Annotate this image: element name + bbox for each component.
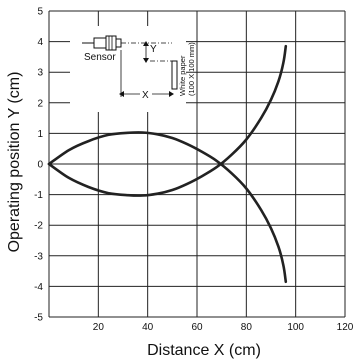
sensor-label: Sensor bbox=[84, 52, 116, 63]
y-axis-title: Operating position Y (cm) bbox=[6, 72, 23, 253]
y-tick-label: -4 bbox=[34, 282, 43, 293]
y-tick-label: -5 bbox=[34, 313, 43, 324]
x-arrow-left-icon bbox=[119, 91, 124, 97]
paper-label-line2: (100 X 100 mm) bbox=[187, 42, 196, 96]
x-tick-label: 120 bbox=[337, 322, 354, 333]
x-tick-label: 40 bbox=[142, 322, 154, 333]
x-tick-label: 20 bbox=[93, 322, 105, 333]
inset-background bbox=[70, 26, 186, 112]
y-tick-label: 0 bbox=[37, 160, 43, 171]
white-paper-icon bbox=[171, 60, 178, 90]
y-tick-label: -2 bbox=[34, 221, 43, 232]
x-tick-label: 100 bbox=[287, 322, 304, 333]
sensor-inset-diagram: Y White paper (100 X 100 mm) X Sensor bbox=[70, 26, 196, 112]
y-arrow-down-icon bbox=[143, 58, 149, 63]
y-tick-label: 4 bbox=[37, 37, 43, 48]
sensor-head-icon bbox=[105, 35, 117, 51]
sensor-icon bbox=[93, 37, 107, 49]
x-tick-label: 60 bbox=[191, 322, 203, 333]
tick-labels: 20 40 60 80 100 120 5 4 3 2 1 0 -1 -2 -3 -4 -5 bbox=[34, 7, 354, 334]
inset-y-label: Y bbox=[150, 44, 157, 55]
series-line-2 bbox=[47, 44, 288, 197]
sensor-lens-icon bbox=[115, 38, 122, 48]
inset-x-label: X bbox=[142, 90, 149, 101]
y-tick-label: 5 bbox=[37, 7, 43, 18]
x-tick-label: 80 bbox=[241, 322, 253, 333]
x-label-bg bbox=[140, 87, 152, 99]
y-tick-label: -3 bbox=[34, 251, 43, 262]
y-tick-label: 3 bbox=[37, 68, 43, 79]
y-tick-label: 2 bbox=[37, 98, 43, 109]
y-tick-label: -1 bbox=[34, 190, 43, 201]
paper-label-line1: White paper bbox=[178, 55, 187, 96]
x-axis-title: Distance X (cm) bbox=[147, 342, 261, 359]
y-arrow-up-icon bbox=[143, 41, 149, 46]
y-tick-label: 1 bbox=[37, 129, 43, 140]
series-group bbox=[47, 44, 288, 284]
x-arrow-right-icon bbox=[169, 91, 174, 97]
series-line-1 bbox=[47, 131, 288, 284]
